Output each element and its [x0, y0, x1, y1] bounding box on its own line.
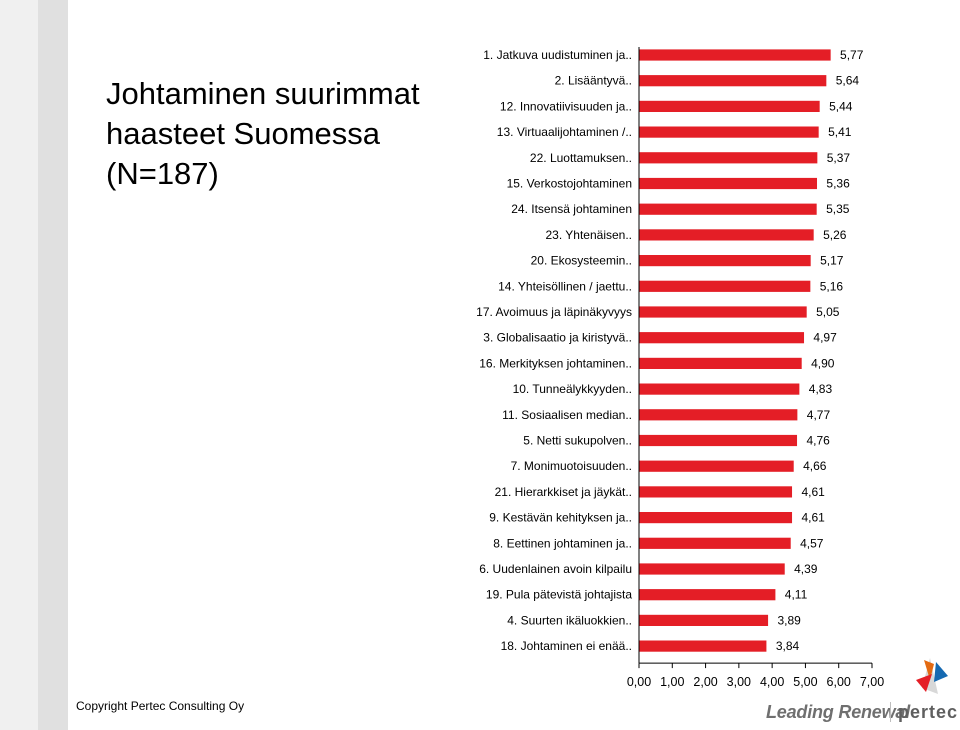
bar: [638, 459, 795, 473]
bar: [638, 434, 798, 447]
bar: [638, 331, 805, 345]
logo-divider: [890, 702, 891, 722]
left-decorative-band-inner: [0, 0, 38, 730]
category-label: 16. Merkityksen johtaminen..: [479, 356, 632, 370]
bar: [638, 408, 799, 422]
pertec-logo-icon: [916, 658, 948, 694]
bar: [638, 228, 815, 242]
slide-title-line-3: (N=187): [106, 156, 219, 191]
bar: [638, 202, 818, 216]
value-label: 4,90: [811, 356, 835, 370]
x-axis-tick-label: 0,00: [627, 675, 651, 689]
logo-tagline: Leading Renewal: [766, 702, 911, 722]
value-label: 5,77: [840, 48, 864, 62]
category-label: 14. Yhteisöllinen / jaettu..: [498, 279, 632, 293]
value-label: 5,17: [820, 254, 844, 268]
bar: [638, 74, 828, 88]
category-label: 24. Itsensä johtaminen: [511, 202, 632, 216]
category-label: 18. Johtaminen ei enää..: [501, 639, 632, 653]
value-label: 5,41: [828, 125, 852, 139]
bar: [638, 511, 793, 525]
value-label: 4,61: [801, 511, 825, 525]
bar: [638, 536, 792, 550]
value-label: 5,36: [826, 177, 850, 191]
category-label: 19. Pula pätevistä johtajista: [486, 588, 632, 602]
slide-title: Johtaminen suurimmat haasteet Suomessa (…: [106, 74, 451, 194]
bar: [638, 614, 769, 627]
value-label: 4,97: [813, 331, 837, 345]
bar: [638, 151, 819, 165]
value-label: 5,16: [820, 279, 844, 293]
value-label: 5,35: [826, 202, 850, 216]
value-label: 4,66: [803, 459, 827, 473]
bar: [638, 254, 812, 268]
x-axis-tick-label: 7,00: [860, 675, 884, 689]
x-axis-tick-label: 2,00: [693, 675, 717, 689]
bar: [638, 562, 786, 576]
bar: [638, 382, 801, 396]
category-label: 20. Ekosysteemin..: [531, 254, 632, 268]
x-axis-tick-label: 3,00: [727, 675, 751, 689]
value-label: 4,83: [809, 382, 833, 396]
category-label: 12. Innovatiivisuuden ja..: [500, 99, 632, 113]
value-label: 3,89: [777, 613, 801, 627]
value-label: 3,84: [776, 639, 800, 653]
bar: [638, 305, 808, 319]
category-label: 13. Virtuaalijohtaminen /..: [497, 125, 632, 139]
x-axis-tick-label: 1,00: [660, 675, 684, 689]
bar: [638, 177, 818, 190]
category-label: 2. Lisääntyvä..: [555, 74, 632, 88]
category-label: 8. Eettinen johtaminen ja..: [493, 536, 632, 550]
category-label: 6. Uudenlainen avoin kilpailu: [479, 562, 632, 576]
pertec-logo: Leading Renewal pertec: [760, 652, 958, 728]
value-label: 5,44: [829, 99, 853, 113]
value-label: 4,39: [794, 562, 818, 576]
slide-title-line-2: haasteet Suomessa: [106, 116, 381, 151]
bar: [638, 48, 832, 62]
category-label: 4. Suurten ikäluokkien..: [507, 613, 632, 627]
bar: [638, 279, 812, 293]
x-axis-tick-label: 5,00: [793, 675, 817, 689]
value-label: 4,57: [800, 536, 824, 550]
logo-brand-name: pertec: [898, 702, 959, 722]
value-label: 4,11: [785, 588, 808, 602]
value-label: 4,76: [806, 434, 830, 448]
x-axis-tick-label: 4,00: [760, 675, 784, 689]
category-label: 11. Sosiaalisen median..: [502, 408, 632, 422]
category-label: 9. Kestävän kehityksen ja..: [489, 511, 632, 525]
category-label: 1. Jatkuva uudistuminen ja..: [483, 48, 632, 62]
bar: [638, 485, 793, 499]
bar: [638, 100, 821, 113]
category-label: 22. Luottamuksen..: [530, 151, 632, 165]
value-label: 4,61: [801, 485, 825, 499]
category-label: 5. Netti sukupolven..: [523, 434, 632, 448]
bar: [638, 356, 803, 370]
category-label: 17. Avoimuus ja läpinäkyvyys: [476, 305, 632, 319]
value-label: 5,26: [823, 228, 847, 242]
bar: [638, 125, 820, 139]
category-label: 3. Globalisaatio ja kiristyvä..: [483, 331, 632, 345]
copyright-text: Copyright Pertec Consulting Oy: [76, 699, 245, 713]
value-label: 5,64: [836, 74, 860, 88]
category-label: 15. Verkostojohtaminen: [507, 177, 632, 191]
x-axis-tick-label: 6,00: [827, 675, 851, 689]
left-decorative-band: [0, 0, 68, 730]
value-label: 5,05: [816, 305, 840, 319]
bar: [638, 588, 777, 602]
slide-title-line-1: Johtaminen suurimmat: [106, 76, 420, 111]
category-label: 23. Yhtenäisen..: [545, 228, 632, 242]
category-label: 10. Tunneälykkyyden..: [513, 382, 632, 396]
category-label: 7. Monimuotoisuuden..: [511, 459, 632, 473]
value-label: 4,77: [807, 408, 831, 422]
value-label: 5,37: [827, 151, 851, 165]
category-label: 21. Hierarkkiset ja jäykät..: [495, 485, 632, 499]
bar: [638, 639, 768, 653]
